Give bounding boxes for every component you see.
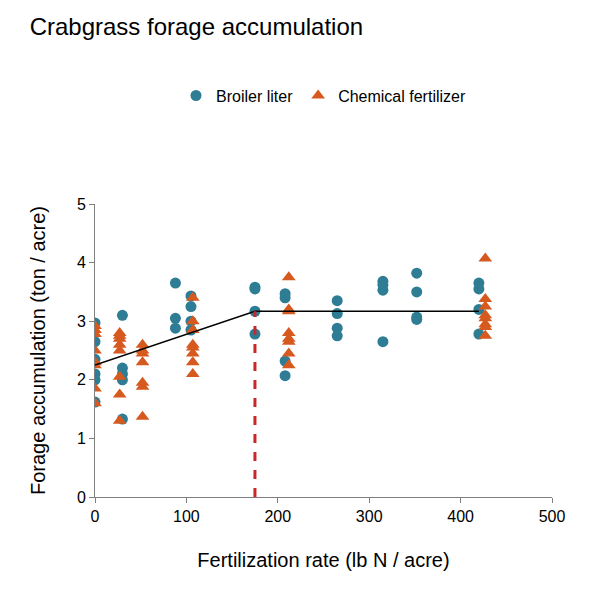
- svg-text:5: 5: [77, 196, 86, 213]
- svg-text:2: 2: [77, 371, 86, 388]
- svg-text:3: 3: [77, 313, 86, 330]
- svg-text:Broiler liter: Broiler liter: [216, 88, 293, 105]
- svg-text:Crabgrass forage accumulation: Crabgrass forage accumulation: [30, 13, 364, 40]
- svg-text:1: 1: [77, 430, 86, 447]
- svg-text:100: 100: [173, 508, 200, 525]
- svg-text:0: 0: [91, 508, 100, 525]
- svg-text:500: 500: [539, 508, 566, 525]
- svg-text:0: 0: [77, 489, 86, 506]
- svg-text:Fertilization rate (lb N / acr: Fertilization rate (lb N / acre): [197, 549, 449, 571]
- svg-text:Chemical fertilizer: Chemical fertilizer: [338, 88, 466, 105]
- svg-text:200: 200: [264, 508, 291, 525]
- svg-text:400: 400: [447, 508, 474, 525]
- svg-text:Forage accumulation (ton / acr: Forage accumulation (ton / acre): [27, 206, 49, 495]
- svg-text:4: 4: [77, 254, 86, 271]
- svg-text:300: 300: [356, 508, 383, 525]
